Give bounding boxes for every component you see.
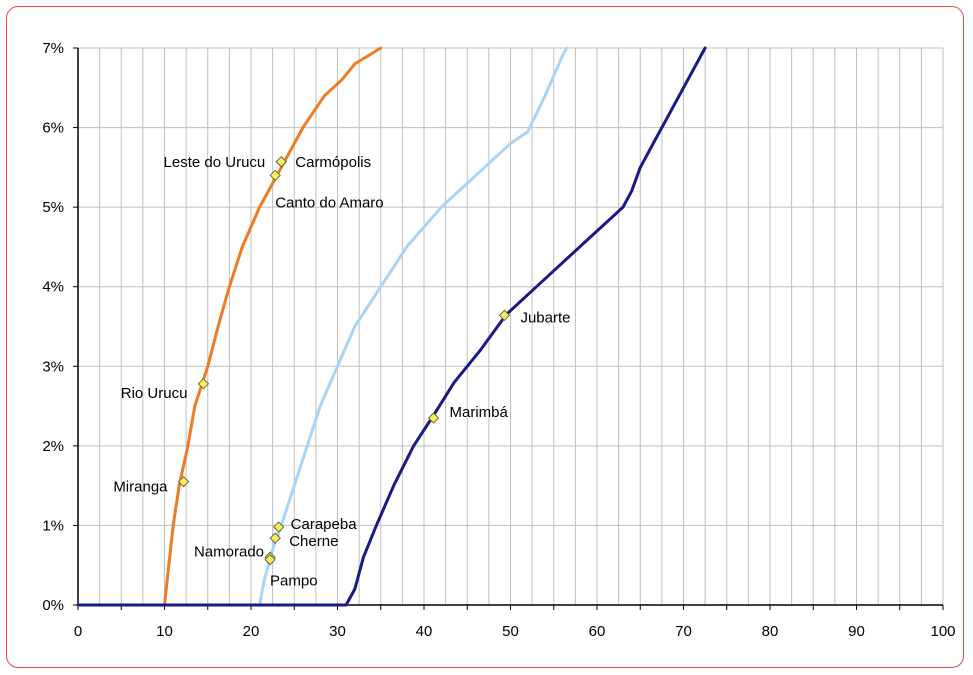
- y-tick-label: 5%: [42, 199, 64, 216]
- y-tick-label: 3%: [42, 358, 64, 375]
- x-tick-label: 0: [74, 623, 82, 640]
- point-label: Leste do Urucu: [164, 154, 266, 171]
- point-marker: [197, 378, 210, 390]
- x-tick-label: 90: [848, 623, 865, 640]
- x-tick-label: 40: [416, 623, 433, 640]
- y-tick-label: 1%: [42, 517, 64, 534]
- point-labels: Leste do Urucu Carmópolis Canto do Amaro Ri…: [113, 154, 570, 590]
- axes: 0 10 20 30 40 50 60 70 80 90 100 0% 1% 2% 3% 4% 5% 6% 7%: [42, 40, 955, 640]
- point-label: Namorado: [194, 543, 264, 560]
- y-tick-label: 4%: [42, 279, 64, 296]
- point-label: Carapeba: [291, 516, 358, 533]
- x-tick-label: 10: [156, 623, 173, 640]
- series-line-3: [76, 46, 707, 607]
- x-tick-label: 50: [502, 623, 519, 640]
- point-marker: [177, 475, 190, 488]
- x-tick-label: 60: [589, 623, 606, 640]
- series-line-1: [76, 46, 383, 607]
- point-label: Miranga: [113, 479, 168, 496]
- point-label: Jubarte: [520, 309, 570, 326]
- x-tick-label: 100: [930, 623, 955, 640]
- point-label: Canto do Amaro: [275, 194, 383, 211]
- x-tick-label: 70: [675, 623, 692, 640]
- y-tick-label: 2%: [42, 438, 64, 455]
- chart-frame: [6, 6, 964, 668]
- y-tick-label: 0%: [42, 597, 64, 614]
- point-label: Rio Urucu: [121, 385, 188, 402]
- point-marker: [498, 309, 511, 322]
- series-line-2: [76, 46, 569, 607]
- point-marker: [275, 156, 287, 168]
- grid: [78, 47, 944, 605]
- x-tick-label: 80: [762, 623, 779, 640]
- point-marker: [272, 521, 285, 533]
- point-label: Carmópolis: [295, 154, 371, 171]
- point-label: Pampo: [270, 573, 318, 590]
- y-tick-label: 6%: [42, 120, 64, 137]
- y-tick-label: 7%: [42, 40, 64, 57]
- point-marker: [269, 169, 281, 182]
- point-marker: [427, 412, 440, 424]
- series-lines: [76, 46, 707, 607]
- point-label: Cherne: [289, 533, 338, 550]
- point-label: Marimbá: [450, 404, 509, 421]
- x-tick-label: 20: [243, 623, 260, 640]
- data-points: [177, 156, 511, 566]
- x-tick-label: 30: [329, 623, 346, 640]
- point-marker: [264, 553, 276, 566]
- point-marker: [269, 532, 281, 544]
